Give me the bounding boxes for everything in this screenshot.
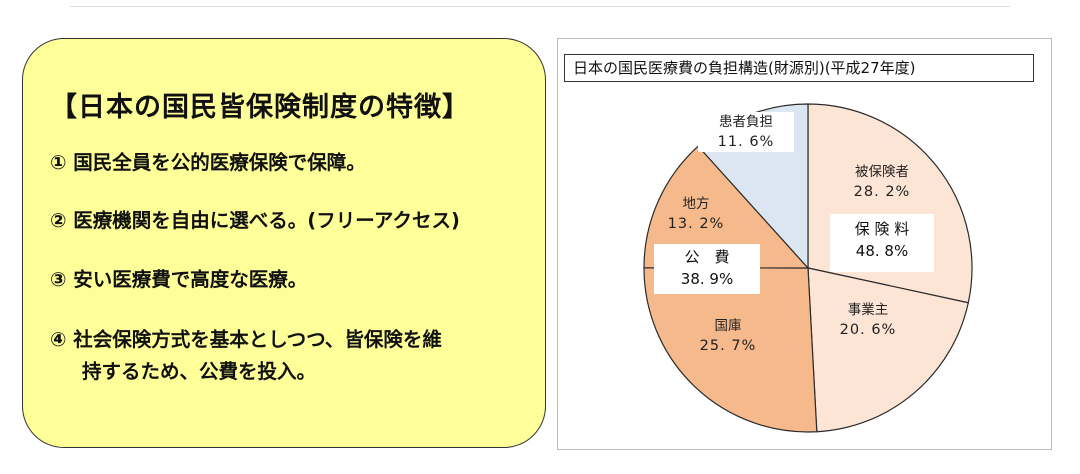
pie-slice-1	[807, 267, 969, 433]
slice-label-insured-name: 被保険者	[855, 164, 909, 180]
slice-label-national: 国庫 25. 7%	[688, 316, 768, 356]
group-premium-value: 48. 8%	[855, 242, 909, 260]
feature-item-1: ① 国民全員を公的医療保険で保障。	[50, 151, 366, 174]
features-title: 【日本の国民皆保険制度の特徴】	[50, 92, 470, 123]
pie-slice-2	[643, 267, 818, 433]
slice-label-insured-value: 28. 2%	[853, 184, 911, 200]
group-box-public: 公 費 38. 9%	[654, 244, 760, 294]
group-premium-name: 保 険 料	[854, 220, 910, 238]
group-public-name: 公 費	[684, 248, 730, 266]
slice-label-patient: 患者負担 11. 6%	[698, 112, 794, 152]
top-divider	[70, 0, 1010, 7]
slice-label-local-name: 地方	[682, 196, 710, 212]
group-box-premium: 保 険 料 48. 8%	[830, 214, 934, 272]
feature-item-4: ④ 社会保険方式を基本としつつ、皆保険を維	[50, 328, 442, 351]
slice-label-insured: 被保険者 28. 2%	[842, 162, 922, 202]
features-card	[22, 38, 546, 448]
slice-label-patient-name: 患者負担	[719, 114, 773, 130]
slice-label-employer-name: 事業主	[847, 302, 889, 318]
feature-item-2: ② 医療機関を自由に選べる。(フリーアクセス)	[50, 209, 460, 232]
group-public-value: 38. 9%	[680, 270, 734, 288]
feature-item-4-cont: 持するため、公費を投入。	[82, 360, 317, 383]
slice-label-employer-value: 20. 6%	[839, 322, 897, 338]
feature-item-3: ③ 安い医療費で高度な医療。	[50, 268, 308, 291]
slice-label-local-value: 13. 2%	[667, 216, 725, 232]
pie-slice-3	[643, 145, 810, 269]
chart-title: 日本の国民医療費の負担構造(財源別)(平成27年度)	[564, 54, 1034, 82]
slice-label-local: 地方 13. 2%	[656, 194, 736, 234]
slice-label-national-value: 25. 7%	[699, 338, 757, 354]
slice-label-employer: 事業主 20. 6%	[828, 300, 908, 340]
slice-label-patient-value: 11. 6%	[717, 134, 775, 150]
slice-label-national-name: 国庫	[714, 318, 742, 334]
